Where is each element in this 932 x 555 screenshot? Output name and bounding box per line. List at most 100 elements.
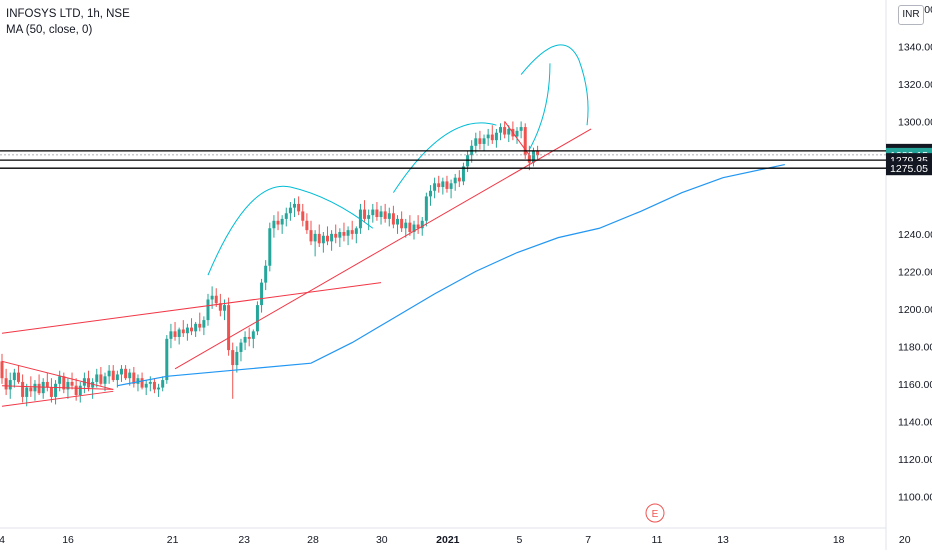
candle-body xyxy=(119,368,123,375)
candle-body xyxy=(276,220,280,225)
candle-body xyxy=(210,295,214,300)
candle-body xyxy=(404,222,408,229)
candle-body xyxy=(317,233,321,244)
candle-body xyxy=(54,383,58,397)
candle-body xyxy=(367,215,371,219)
y-tick-label: 1220.00 xyxy=(898,266,932,278)
candle-body xyxy=(416,224,420,229)
candle-body xyxy=(379,211,383,218)
candle-body xyxy=(45,381,49,388)
candle-body xyxy=(185,327,189,334)
candle-body xyxy=(148,381,152,384)
candle-body xyxy=(173,331,177,337)
candle-body xyxy=(222,305,226,311)
currency-badge[interactable]: INR xyxy=(898,5,924,25)
candle-body xyxy=(78,385,82,396)
x-tick-label: 7 xyxy=(585,534,591,546)
candle-body xyxy=(251,331,255,339)
candle-body xyxy=(181,329,185,334)
trendline-upper xyxy=(1,282,382,334)
price-label-text: 1275.05 xyxy=(890,163,928,175)
candle-body xyxy=(239,342,243,352)
candle-body xyxy=(198,323,202,328)
candle-body xyxy=(206,299,210,321)
y-tick-label: 1320.00 xyxy=(898,79,932,91)
candle-body xyxy=(268,228,272,266)
x-tick-label: 4 xyxy=(0,534,5,546)
candle-body xyxy=(214,295,218,304)
candle-body xyxy=(194,323,198,332)
candle-body xyxy=(313,233,317,242)
candle-body xyxy=(37,383,41,394)
candle-body xyxy=(107,370,111,377)
candle-body xyxy=(284,213,288,219)
candle-body xyxy=(338,232,342,238)
candle-body xyxy=(490,134,494,141)
candle-body xyxy=(144,383,148,388)
candle-body xyxy=(523,127,527,156)
candle-body xyxy=(8,380,12,390)
candle-body xyxy=(272,220,276,229)
candle-body xyxy=(136,378,140,384)
candle-body xyxy=(157,387,161,390)
candle-body xyxy=(12,372,16,381)
candle-body xyxy=(474,138,478,146)
candle-body xyxy=(103,376,107,384)
candle-body xyxy=(325,235,329,242)
candle-body xyxy=(363,209,367,219)
candle-body xyxy=(420,220,424,229)
candle-body xyxy=(383,211,387,219)
candle-body xyxy=(177,329,181,337)
earnings-marker-icon xyxy=(645,503,665,523)
candle-body xyxy=(346,230,350,236)
candle-body xyxy=(482,138,486,144)
candle-body xyxy=(128,372,132,379)
earnings-marker-label: E xyxy=(652,509,659,520)
candle-body xyxy=(190,327,194,332)
candle-body xyxy=(412,224,416,233)
candle-body xyxy=(152,381,156,390)
candle-body xyxy=(16,372,20,382)
candle-body xyxy=(161,380,165,388)
candle-body xyxy=(494,132,498,141)
candle-body xyxy=(288,207,292,214)
candle-body xyxy=(260,282,264,306)
candle-body xyxy=(457,177,461,182)
triangle-upper xyxy=(1,360,114,390)
x-tick-label: 18 xyxy=(833,534,845,546)
x-tick-label: 28 xyxy=(307,534,319,546)
candle-body xyxy=(58,376,62,384)
candle-body xyxy=(140,378,144,388)
indicator-label[interactable]: MA (50, close, 0) xyxy=(6,24,93,36)
candle-body xyxy=(531,151,535,163)
candle-body xyxy=(424,196,428,221)
candle-body xyxy=(515,130,519,137)
candle-body xyxy=(25,387,29,397)
candle-body xyxy=(280,218,284,225)
candle-body xyxy=(21,381,25,397)
candle-body xyxy=(461,166,465,182)
candle-body xyxy=(371,209,375,216)
candle-body xyxy=(33,383,37,392)
candle-body xyxy=(391,213,395,225)
x-tick-label: 5 xyxy=(516,534,522,546)
candle-body xyxy=(503,127,507,135)
candle-body xyxy=(66,381,70,390)
x-tick-label: 2021 xyxy=(436,534,460,546)
triangle-mid xyxy=(1,385,114,390)
wedge-line xyxy=(504,121,530,156)
candle-body xyxy=(408,222,412,233)
candle-body xyxy=(218,303,222,311)
y-tick-label: 1120.00 xyxy=(898,454,932,466)
candle-body xyxy=(387,213,391,219)
symbol-title[interactable]: INFOSYS LTD, 1h, NSE xyxy=(6,8,130,20)
candle-body xyxy=(264,265,268,283)
moving-average-line xyxy=(117,163,785,387)
candle-body xyxy=(375,209,379,218)
candle-body xyxy=(49,387,53,397)
y-tick-label: 1100.00 xyxy=(898,491,932,503)
candle-body xyxy=(165,338,169,381)
candle-body xyxy=(309,230,313,242)
